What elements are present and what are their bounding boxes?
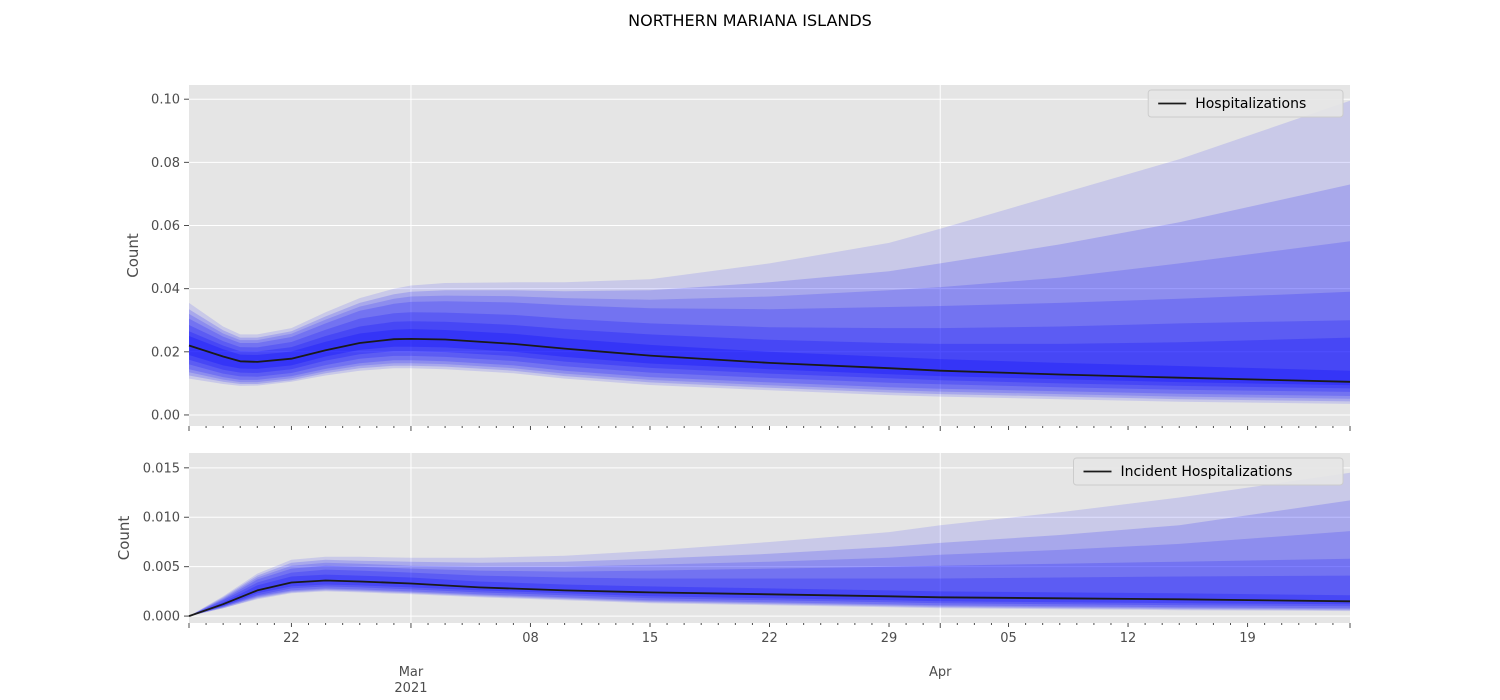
incident-hospitalizations-bands: [189, 472, 1350, 617]
prediction-band: [189, 569, 1350, 617]
prediction-band: [189, 312, 1350, 392]
x-month-label: Apr: [929, 665, 952, 680]
legend-box: [1147, 89, 1344, 118]
prediction-band: [189, 291, 1350, 396]
x-day-label: 22: [283, 631, 300, 646]
y-tick-label: 0.005: [143, 560, 180, 575]
prediction-band: [189, 329, 1350, 386]
legend-box: [1073, 457, 1344, 486]
hospitalizations-median: [188, 338, 1351, 383]
prediction-band: [189, 472, 1350, 617]
x-day-label: 15: [642, 631, 659, 646]
x-day-label: 08: [522, 631, 539, 646]
x-month-label-line: Mar: [399, 665, 424, 680]
x-day-label: 05: [1000, 631, 1017, 646]
x-month-label: Mar 2021: [394, 665, 427, 696]
median-line: [188, 579, 1351, 617]
date-axis-labels: 22 08 15 22 29 05 12 19 Mar 2021 Apr: [283, 631, 1256, 696]
hospitalizations-bands: [189, 100, 1350, 404]
hospitalizations-y-axis-label: Count: [124, 233, 142, 278]
incident-hospitalizations-y-axis: 0.000 0.005 0.010 0.015: [143, 461, 189, 625]
legend-label: Hospitalizations: [1195, 96, 1306, 112]
x-day-label: 12: [1120, 631, 1137, 646]
hospitalizations-plot-area: [189, 85, 1350, 426]
x-day-label: 29: [881, 631, 898, 646]
x-month-label-line: 2021: [394, 681, 427, 696]
hospitalizations-legend: Hospitalizations: [1147, 89, 1344, 118]
incident-hospitalizations-x-ticks: [188, 623, 1351, 628]
prediction-band: [189, 321, 1350, 389]
prediction-band: [189, 531, 1350, 617]
incident-hospitalizations-median: [188, 579, 1351, 617]
y-tick-label: 0.04: [151, 282, 180, 297]
incident-hospitalizations-panel: 0.000 0.005 0.010 0.015 Count Incident Hosp…: [115, 453, 1351, 628]
legend-label: Incident Hospitalizations: [1121, 464, 1293, 480]
incident-hospitalizations-legend: Incident Hospitalizations: [1073, 457, 1344, 486]
median-line: [188, 338, 1351, 383]
y-tick-label: 0.06: [151, 219, 180, 234]
prediction-band: [189, 558, 1350, 617]
prediction-band: [189, 574, 1350, 617]
x-day-label: 22: [761, 631, 778, 646]
hospitalizations-y-axis: 0.00 0.02 0.04 0.06 0.08 0.10: [151, 93, 189, 423]
incident-hospitalizations-y-axis-label: Count: [115, 516, 133, 561]
hospitalizations-x-ticks: [188, 426, 1351, 431]
x-day-label: 19: [1239, 631, 1256, 646]
y-tick-label: 0.00: [151, 408, 180, 423]
prediction-band: [189, 184, 1350, 402]
figure-title: NORTHERN MARIANA ISLANDS: [628, 11, 872, 30]
hospitalizations-panel: 0.00 0.02 0.04 0.06 0.08 0.10 Count Hospitali…: [124, 85, 1351, 431]
prediction-band: [189, 241, 1350, 399]
prediction-band: [189, 100, 1350, 404]
y-tick-label: 0.010: [143, 511, 180, 526]
y-tick-label: 0.10: [151, 93, 180, 108]
y-tick-label: 0.015: [143, 461, 180, 476]
incident-hospitalizations-gridlines: [189, 453, 1350, 623]
y-tick-label: 0.02: [151, 345, 180, 360]
x-month-label-line: Apr: [929, 665, 952, 680]
y-tick-label: 0.000: [143, 610, 180, 625]
y-tick-label: 0.08: [151, 156, 180, 171]
